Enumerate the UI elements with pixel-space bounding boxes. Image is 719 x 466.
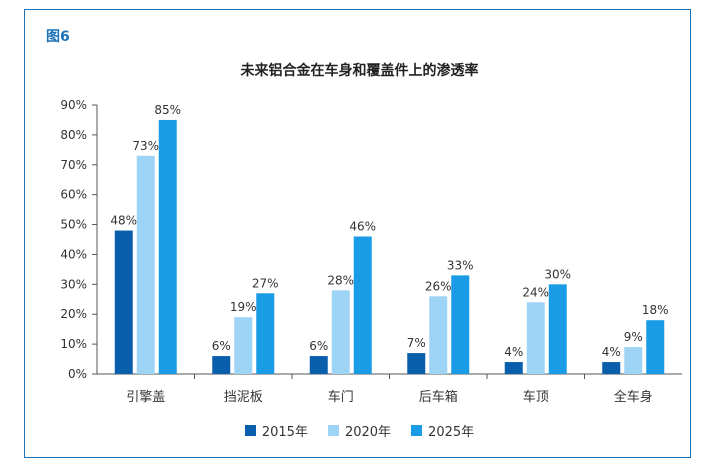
data-label: 85% [154,103,181,117]
chart-title: 未来铝合金在车身和覆盖件上的渗透率 [240,63,479,79]
x-tick-label: 车门 [328,389,354,405]
data-label: 28% [327,273,354,287]
data-label: 9% [624,330,643,344]
y-tick-label: 10% [60,337,87,351]
bar [602,362,621,374]
y-tick-label: 70% [60,158,87,172]
y-tick-label: 80% [60,128,87,142]
bar [331,290,350,374]
x-tick-label: 挡泥板 [224,390,263,405]
legend-label: 2020年 [344,425,392,440]
legend-swatch [327,425,339,436]
x-tick-label: 全车身 [614,389,653,405]
bar [429,296,448,374]
bar [256,293,275,374]
y-tick-label: 20% [60,307,87,321]
legend-swatch [411,425,423,436]
figure-frame [24,9,691,458]
legend-label: 2015年 [261,425,308,440]
data-label: 48% [110,214,137,228]
data-label: 4% [504,345,523,359]
bar [624,347,643,374]
legend-label: 2025年 [428,425,475,440]
data-label: 33% [447,258,474,272]
y-tick-label: 40% [60,247,87,261]
y-tick-label: 50% [60,218,87,232]
data-label: 6% [212,339,231,353]
bar [158,119,177,374]
x-tick-label: 引擎盖 [126,390,165,405]
bar [504,362,523,374]
y-tick-label: 60% [60,188,87,202]
figure-label: 图6 [46,29,70,45]
data-label: 30% [544,267,571,281]
data-label: 4% [602,345,621,359]
data-label: 27% [252,276,279,290]
bar [234,317,253,374]
data-label: 24% [522,285,549,299]
bar [548,284,567,374]
data-label: 73% [132,139,159,153]
chart-legend: 2015年 2020年 2025年 [0,421,719,440]
y-tick-label: 30% [60,277,87,291]
data-label: 19% [230,300,257,314]
data-label: 18% [642,303,669,317]
legend-item: 2015年 [244,421,308,440]
y-tick-label: 90% [60,98,87,112]
bar [212,356,231,374]
bar [526,302,545,374]
bar [407,353,426,374]
y-tick-label: 0% [68,367,87,381]
legend-swatch [244,425,256,436]
data-label: 26% [425,279,452,293]
bar [646,320,665,374]
x-tick-label: 车顶 [523,389,549,405]
x-tick-label: 后车箱 [419,389,458,405]
bar [136,155,155,374]
bar [353,236,372,374]
bar [309,356,328,374]
data-label: 6% [309,339,328,353]
bar [451,275,470,374]
data-label: 46% [349,220,376,234]
bar [114,230,133,374]
legend-item: 2025年 [411,421,474,440]
legend-item: 2020年 [327,421,392,440]
data-label: 7% [407,336,426,350]
